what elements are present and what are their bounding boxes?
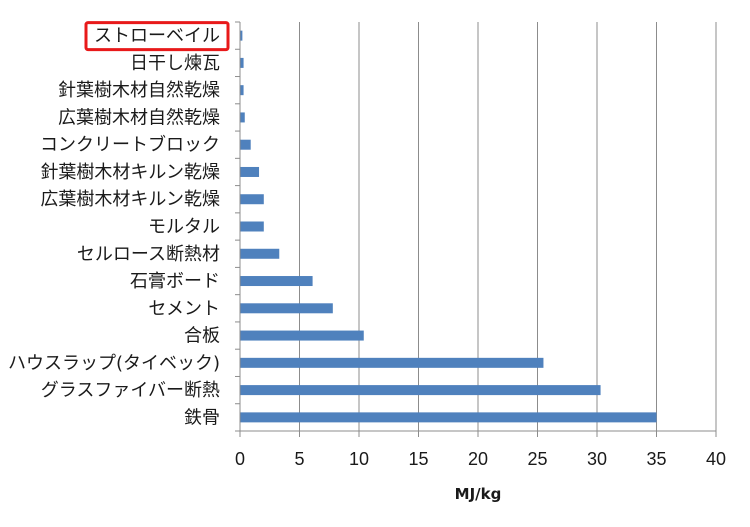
x-tick-label-25: 25 xyxy=(527,449,547,469)
category-label-4: コンクリートブロック xyxy=(40,134,220,156)
x-tick-label-35: 35 xyxy=(646,449,666,469)
category-label-10: セメント xyxy=(148,298,220,319)
bar-12 xyxy=(240,357,544,368)
gridlines xyxy=(299,22,717,431)
bar-10 xyxy=(240,303,333,314)
category-label-9: 石膏ボード xyxy=(130,270,220,292)
x-tick-labels: 0 5 10 15 20 25 30 35 40 xyxy=(235,449,726,469)
bar-5 xyxy=(240,166,260,177)
bar-0 xyxy=(240,30,243,41)
x-axis-title: MJ/kg xyxy=(455,485,502,503)
bar-9 xyxy=(240,276,313,287)
category-label-14: 鉄骨 xyxy=(184,407,220,428)
category-label-2: 針葉樹木材自然乾燥 xyxy=(58,80,220,101)
bar-14 xyxy=(240,412,657,423)
bar-8 xyxy=(240,248,280,259)
bar-1 xyxy=(240,57,244,68)
bar-3 xyxy=(240,112,245,123)
x-tick-label-0: 0 xyxy=(235,449,245,469)
x-tick-label-10: 10 xyxy=(349,449,369,469)
category-label-0: ストローベイル xyxy=(94,26,220,47)
bar-6 xyxy=(240,194,264,205)
x-tick-label-5: 5 xyxy=(294,449,304,469)
bars xyxy=(240,30,657,423)
category-label-8: セルロース断熱材 xyxy=(77,244,220,265)
category-label-1: 日干し煉瓦 xyxy=(130,53,220,74)
category-label-12: ハウスラップ(タイベック) xyxy=(8,353,220,374)
bar-4 xyxy=(240,139,251,150)
x-tick-label-15: 15 xyxy=(408,449,428,469)
category-label-7: モルタル xyxy=(148,217,220,238)
highlight-box xyxy=(84,21,230,52)
category-labels: ストローベイル日干し煉瓦針葉樹木材自然乾燥広葉樹木材自然乾燥コンクリートブロック… xyxy=(8,26,220,429)
category-label-5: 針葉樹木材キルン乾燥 xyxy=(40,162,220,183)
bar-7 xyxy=(240,221,264,232)
x-tick-label-40: 40 xyxy=(706,449,726,469)
category-label-6: 広葉樹木材キルン乾燥 xyxy=(40,189,220,210)
category-label-13: グラスファイバー断熱 xyxy=(41,380,220,401)
x-tick-label-30: 30 xyxy=(587,449,607,469)
bar-13 xyxy=(240,385,601,396)
category-label-3: 広葉樹木材自然乾燥 xyxy=(58,107,220,128)
category-label-11: 合板 xyxy=(184,326,220,347)
axes xyxy=(235,21,717,437)
bar-2 xyxy=(240,85,244,96)
x-tick-label-20: 20 xyxy=(468,449,488,469)
bar-11 xyxy=(240,330,364,341)
